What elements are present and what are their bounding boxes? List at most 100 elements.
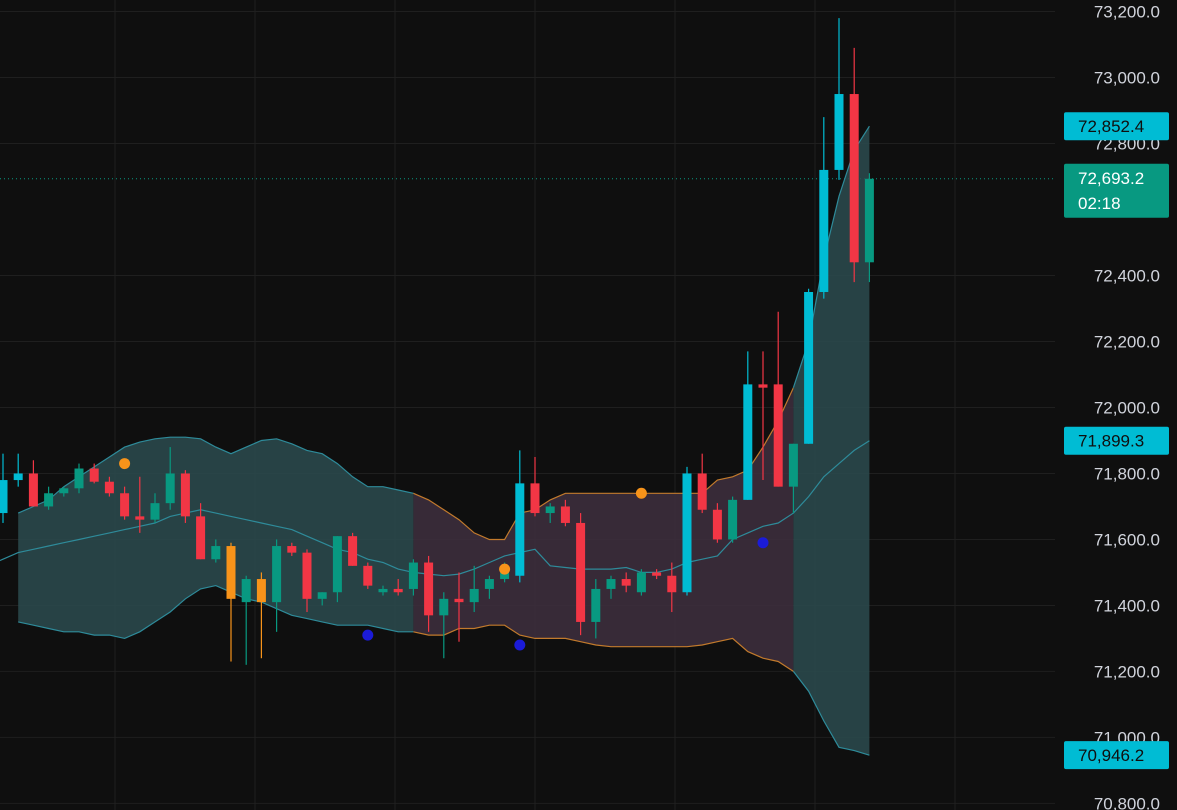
candle-body: [89, 468, 99, 482]
candle: [180, 470, 190, 523]
candle-body: [28, 473, 38, 507]
candles: [0, 18, 874, 665]
middle-band-badge: 71,899.3: [1064, 426, 1169, 455]
y-tick-label: 73,200.0: [1094, 3, 1160, 22]
candle: [682, 466, 692, 596]
lower-band-line: [18, 584, 414, 640]
candle: [606, 575, 616, 599]
signal-dot: [635, 487, 647, 499]
candle-body: [317, 592, 327, 599]
candle: [44, 486, 54, 510]
candle: [834, 18, 844, 180]
y-tick-label: 72,200.0: [1094, 332, 1160, 351]
candle-body: [0, 480, 8, 514]
candle: [13, 453, 23, 487]
candle: [287, 542, 297, 556]
candle-body: [667, 575, 677, 593]
candle: [469, 565, 479, 613]
band-fill: [793, 126, 870, 756]
candle-body: [697, 473, 707, 510]
candle: [165, 447, 175, 510]
candle-body: [682, 473, 692, 593]
candle: [454, 572, 464, 642]
current-price-badge-label: 72,693.2: [1078, 169, 1144, 188]
upper-band-line: [413, 387, 794, 541]
candle-body: [424, 562, 434, 616]
candle-body: [196, 516, 206, 560]
candle-body: [500, 572, 510, 580]
candle-body: [834, 94, 844, 170]
signal-dots: [119, 458, 769, 651]
candle: [743, 351, 753, 500]
candle-body: [241, 579, 251, 603]
candle: [530, 456, 540, 517]
candle: [864, 173, 874, 283]
current-price-badge-bg: [1064, 163, 1169, 218]
candle-body: [636, 572, 646, 593]
candle-body: [804, 291, 814, 444]
candle: [667, 562, 677, 613]
bollinger-bands: [0, 125, 870, 756]
candle: [439, 592, 449, 659]
candle: [74, 463, 84, 494]
candle: [545, 503, 555, 523]
candle-body: [44, 493, 54, 507]
candle: [256, 572, 266, 659]
candle-body: [150, 503, 160, 520]
candle-body: [135, 516, 145, 520]
candle: [241, 575, 251, 665]
candle-body: [515, 483, 525, 576]
candle: [226, 542, 236, 662]
candle: [697, 453, 707, 514]
candle: [59, 486, 69, 497]
candle: [363, 562, 373, 589]
y-tick-label: 72,000.0: [1094, 398, 1160, 417]
candle-body: [712, 509, 722, 540]
candle: [849, 47, 859, 283]
lower-band-badge-bg: [1064, 741, 1169, 770]
candle-body: [211, 546, 221, 560]
grid: [0, 0, 1055, 810]
candle: [712, 503, 722, 543]
candle: [120, 486, 130, 520]
candle: [758, 351, 768, 481]
candle: [788, 443, 798, 514]
candle-body: [13, 473, 23, 481]
candle-body: [469, 588, 479, 603]
candle-body: [849, 94, 859, 263]
current-price-badge-countdown: 02:18: [1078, 194, 1121, 213]
price-badges: 72,852.4 71,899.3 70,946.2 72,693.2 02:18: [1064, 112, 1169, 770]
candle: [560, 499, 570, 527]
candle: [484, 575, 494, 599]
candle-body: [439, 598, 449, 616]
candle: [317, 592, 327, 606]
candle-body: [819, 169, 829, 292]
y-tick-label: 70,800.0: [1094, 794, 1160, 810]
candle: [804, 288, 814, 444]
candle: [408, 559, 418, 596]
candle-body: [104, 481, 114, 494]
upper-band-badge-label: 72,852.4: [1078, 117, 1144, 136]
band-fill: [18, 437, 414, 639]
candle: [0, 453, 8, 523]
candle-body: [272, 546, 282, 603]
lower-band-line: [792, 671, 870, 756]
signal-dot: [514, 639, 526, 651]
candle: [819, 117, 829, 299]
candle: [89, 463, 99, 484]
candle: [272, 539, 282, 632]
candle: [348, 532, 358, 566]
candle-body: [393, 588, 403, 593]
candle: [196, 503, 206, 560]
lower-band-badge: 70,946.2: [1064, 741, 1169, 770]
candle: [515, 450, 525, 583]
candle-body: [560, 506, 570, 523]
candle: [28, 460, 38, 507]
price-axis[interactable]: 73,200.073,000.072,800.072,400.072,200.0…: [1094, 3, 1160, 810]
candle-body: [728, 499, 738, 540]
candle-body: [378, 588, 388, 593]
upper-band-badge-bg: [1064, 112, 1169, 141]
candle-body: [408, 562, 418, 589]
candle: [424, 555, 434, 632]
